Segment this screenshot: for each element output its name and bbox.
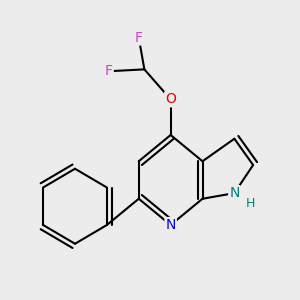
Text: F: F bbox=[135, 31, 143, 44]
Text: O: O bbox=[165, 92, 176, 106]
Text: N: N bbox=[229, 186, 240, 200]
Text: H: H bbox=[245, 197, 255, 210]
Text: N: N bbox=[165, 218, 176, 232]
Text: F: F bbox=[105, 64, 113, 78]
